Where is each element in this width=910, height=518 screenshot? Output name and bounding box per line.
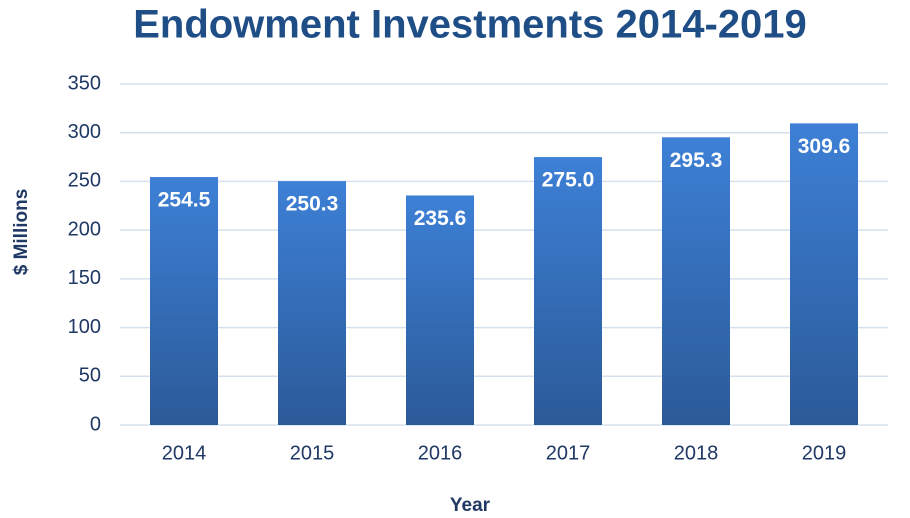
value-label: 250.3	[286, 193, 339, 216]
x-axis-label: Year	[450, 495, 491, 516]
x-tick-label: 2014	[162, 442, 207, 464]
bar	[662, 137, 730, 425]
bars: 2014 254.5 2015 250.3 2016 235.6 2017 275.0 2018…	[150, 123, 858, 464]
x-tick-label: 2016	[418, 442, 463, 464]
value-label: 235.6	[414, 207, 467, 230]
bar	[150, 177, 218, 425]
bar	[278, 181, 346, 425]
chart-title: Endowment Investments 2014-2019	[133, 3, 807, 47]
y-tick-label: 200	[68, 218, 101, 240]
y-tick-label: 0	[90, 413, 101, 435]
y-tick-label: 250	[68, 170, 101, 192]
y-tick-label: 50	[79, 365, 101, 387]
y-tick-label: 100	[68, 316, 101, 338]
x-tick-label: 2015	[290, 442, 335, 464]
x-tick-label: 2019	[802, 442, 847, 464]
value-label: 295.3	[670, 149, 723, 172]
value-label: 275.0	[542, 169, 595, 192]
y-tick-label: 150	[68, 267, 101, 289]
bar	[790, 123, 858, 425]
x-tick-label: 2017	[546, 442, 591, 464]
grid: 0 50 100 150 200 250 300 350	[68, 72, 888, 435]
x-tick-label: 2018	[674, 442, 719, 464]
y-tick-label: 300	[68, 121, 101, 143]
y-axis-label: $ Millions	[11, 189, 32, 276]
y-tick-label: 350	[68, 72, 101, 94]
bar	[534, 157, 602, 426]
bar	[406, 195, 474, 425]
value-label: 309.6	[798, 135, 851, 158]
value-label: 254.5	[158, 189, 211, 212]
